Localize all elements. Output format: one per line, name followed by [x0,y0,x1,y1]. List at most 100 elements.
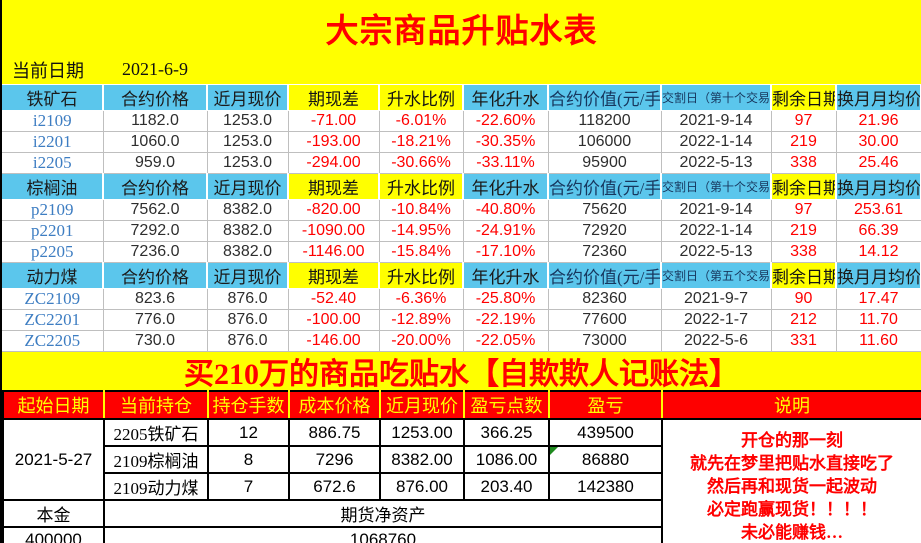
col-header-lots[interactable]: 持仓手数 [207,390,290,420]
days-left-cell[interactable]: 97 [771,110,837,132]
roll-diff-cell[interactable]: 30.00 [836,131,921,153]
price-cell[interactable]: 823.6 [103,288,208,310]
ratio-cell[interactable]: -20.00% [379,330,464,352]
basis-cell[interactable]: -71.00 [288,110,380,132]
price-cell[interactable]: 7562.0 [103,199,208,221]
pnl-cell[interactable]: 142380 [548,472,663,501]
principal-value-cell[interactable]: 400000 [2,526,105,543]
roll-diff-cell[interactable]: 11.70 [836,309,921,331]
contract-value-cell[interactable]: 72360 [548,241,662,263]
col-header-contract-value[interactable]: 合约价值(元/手) [548,173,662,200]
days-left-cell[interactable]: 338 [771,152,837,174]
pnl-cell[interactable]: 439500 [548,418,663,447]
spot-cell[interactable]: 876.0 [207,309,289,331]
col-header-delivery-date[interactable]: 交割日（第五个交易日） [661,262,772,289]
days-left-cell[interactable]: 90 [771,288,837,310]
days-left-cell[interactable]: 97 [771,199,837,221]
annualized-cell[interactable]: -33.11% [463,152,549,174]
spot-cell[interactable]: 1253.0 [207,131,289,153]
contract-value-cell[interactable]: 118200 [548,110,662,132]
days-left-cell[interactable]: 212 [771,309,837,331]
delivery-date-cell[interactable]: 2022-5-6 [661,330,772,352]
basis-cell[interactable]: -52.40 [288,288,380,310]
price-cell[interactable]: 730.0 [103,330,208,352]
spot-cell[interactable]: 8382.0 [207,220,289,242]
basis-cell[interactable]: -193.00 [288,131,380,153]
col-header-start-date[interactable]: 起始日期 [2,390,105,420]
ratio-cell[interactable]: -14.95% [379,220,464,242]
contract-value-cell[interactable]: 106000 [548,131,662,153]
commodity-name-cell[interactable]: 动力煤 [2,262,104,289]
col-header-ratio[interactable]: 升水比例 [379,84,464,111]
ratio-cell[interactable]: -30.66% [379,152,464,174]
spot-cell[interactable]: 876.0 [207,330,289,352]
annualized-cell[interactable]: -25.80% [463,288,549,310]
spot-cell[interactable]: 876.0 [207,288,289,310]
ratio-cell[interactable]: -18.21% [379,131,464,153]
ratio-cell[interactable]: -10.84% [379,199,464,221]
delivery-date-cell[interactable]: 2022-1-14 [661,131,772,153]
contract-code-cell[interactable]: ZC2205 [2,330,104,352]
roll-diff-cell[interactable]: 11.60 [836,330,921,352]
col-header-spot-price[interactable]: 近月现价 [379,390,465,420]
contract-code-cell[interactable]: ZC2201 [2,309,104,331]
col-header-days-left[interactable]: 剩余日期 [771,84,837,111]
net-assets-label-cell[interactable]: 期货净资产 [103,499,663,528]
ratio-cell[interactable]: -6.01% [379,110,464,132]
basis-cell[interactable]: -1146.00 [288,241,380,263]
spot-price-cell[interactable]: 8382.00 [379,445,465,474]
col-header-contract-value[interactable]: 合约价值(元/手) [548,262,662,289]
roll-diff-cell[interactable]: 253.61 [836,199,921,221]
col-header-days-left[interactable]: 剩余日期 [771,173,837,200]
commodity-name-cell[interactable]: 铁矿石 [2,84,104,111]
roll-diff-cell[interactable]: 66.39 [836,220,921,242]
col-header-note[interactable]: 说明 [661,390,921,420]
spot-cell[interactable]: 8382.0 [207,241,289,263]
net-assets-value-cell[interactable]: 1068760 [103,526,663,543]
basis-cell[interactable]: -100.00 [288,309,380,331]
ratio-cell[interactable]: -6.36% [379,288,464,310]
col-header-contract-value[interactable]: 合约价值(元/手) [548,84,662,111]
cost-cell[interactable]: 7296 [288,445,381,474]
col-header-days-left[interactable]: 剩余日期 [771,262,837,289]
basis-cell[interactable]: -820.00 [288,199,380,221]
roll-diff-cell[interactable]: 21.96 [836,110,921,132]
contract-code-cell[interactable]: p2205 [2,241,104,263]
delivery-date-cell[interactable]: 2022-5-13 [661,152,772,174]
price-cell[interactable]: 1182.0 [103,110,208,132]
col-header-price[interactable]: 合约价格 [103,84,208,111]
spot-price-cell[interactable]: 876.00 [379,472,465,501]
delivery-date-cell[interactable]: 2021-9-14 [661,199,772,221]
col-header-delivery-date[interactable]: 交割日（第十个交易日） [661,84,772,111]
contract-value-cell[interactable]: 82360 [548,288,662,310]
contract-code-cell[interactable]: ZC2109 [2,288,104,310]
col-header-basis[interactable]: 期现差 [288,173,380,200]
ratio-cell[interactable]: -12.89% [379,309,464,331]
cost-cell[interactable]: 886.75 [288,418,381,447]
delivery-date-cell[interactable]: 2022-1-14 [661,220,772,242]
ratio-cell[interactable]: -15.84% [379,241,464,263]
basis-cell[interactable]: -146.00 [288,330,380,352]
roll-diff-cell[interactable]: 17.47 [836,288,921,310]
annualized-cell[interactable]: -22.19% [463,309,549,331]
col-header-annualized[interactable]: 年化升水 [463,84,549,111]
delivery-date-cell[interactable]: 2022-1-7 [661,309,772,331]
contract-value-cell[interactable]: 95900 [548,152,662,174]
start-date-cell[interactable]: 2021-5-27 [2,418,105,501]
contract-code-cell[interactable]: p2201 [2,220,104,242]
col-header-ratio[interactable]: 升水比例 [379,262,464,289]
note-cell[interactable]: 开仓的那一刻 就先在梦里把贴水直接吃了 然后再和现货一起波动 必定跑赢现货！！！… [661,418,921,543]
col-header-spot[interactable]: 近月现价 [207,262,289,289]
contract-value-cell[interactable]: 75620 [548,199,662,221]
annualized-cell[interactable]: -17.10% [463,241,549,263]
col-header-basis[interactable]: 期现差 [288,84,380,111]
col-header-annualized[interactable]: 年化升水 [463,262,549,289]
days-left-cell[interactable]: 219 [771,131,837,153]
roll-diff-cell[interactable]: 14.12 [836,241,921,263]
contract-value-cell[interactable]: 77600 [548,309,662,331]
days-left-cell[interactable]: 331 [771,330,837,352]
pnl-points-cell[interactable]: 1086.00 [463,445,550,474]
spot-cell[interactable]: 1253.0 [207,110,289,132]
spot-cell[interactable]: 1253.0 [207,152,289,174]
contract-code-cell[interactable]: i2109 [2,110,104,132]
